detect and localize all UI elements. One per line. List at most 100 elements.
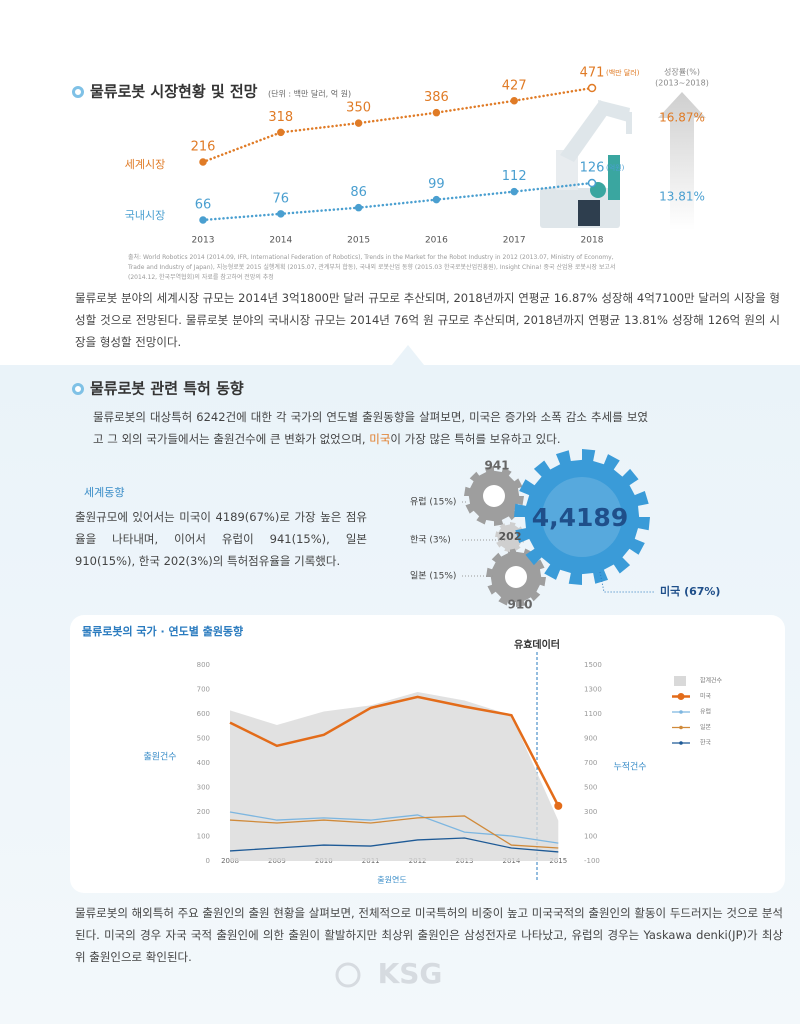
section-unit: (단위 : 백만 달러, 억 원) [268,89,351,99]
y2-tick-label: 1300 [584,686,602,694]
gear-value: 202 [499,530,522,543]
paragraph: 물류로봇 분야의 세계시장 규모는 2014년 3억1800만 달러 규모로 추… [75,291,780,349]
notch [392,345,424,365]
legend-swatch [677,693,685,700]
marker [354,203,363,212]
value-label: 126 [580,161,605,176]
y-tick-label: 800 [197,661,210,669]
value-label: 76 [273,191,290,206]
paragraph: 출원규모에 있어서는 미국이 4189(67%)로 가장 높은 점유율을 나타내… [75,510,367,568]
y2-tick-label: 900 [584,735,597,743]
growth-value: 13.81% [659,190,705,204]
legend-label: 유럽 [700,708,711,716]
y2-axis-title: 누적건수 [613,761,646,773]
gear-value: 910 [507,598,532,612]
legend-label: 일본 [700,723,712,731]
legend-label: 미국 [700,692,712,700]
logo: KSG [378,957,443,990]
text: 물류로봇의 대상특허 6242건에 대한 각 국가의 연도별 출원동향을 살펴보… [93,410,648,446]
gear [495,522,525,552]
legend-swatch [674,676,686,686]
gear-label: 미국 (67%) [660,584,720,598]
legend-swatch [679,741,683,745]
marker [199,216,207,224]
gear-value: 941 [484,459,509,473]
x-tick-label: 2018 [581,236,604,246]
bullet [72,86,84,98]
y2-tick-label: 500 [584,784,597,792]
line [201,181,594,222]
y-tick-label: 400 [197,759,210,767]
growth-arrow [658,92,706,230]
y-tick-label: 200 [197,808,210,816]
section-title: 물류로봇 관련 특허 동향 [90,380,244,398]
line [229,811,559,844]
legend-label: 한국 [700,740,712,747]
growth-title: 성장률(%) [664,67,700,77]
gear-value: 4,4189 [532,503,628,532]
paragraph: 물류로봇의 대상특허 6242건에 대한 각 국가의 연도별 출원동향을 살펴보… [93,406,648,450]
section-title: 물류로봇 시장현황 및 전망 [90,83,258,101]
x-tick-label: 2016 [425,236,448,246]
growth-value: 16.87% [659,111,705,125]
line [201,86,594,164]
y-tick-label: 100 [197,833,210,841]
marker [199,158,207,166]
growth-title: (2013~2018) [655,79,709,88]
chart-title: 물류로봇의 국가 · 연도별 출원동향 [82,624,243,638]
y-tick-label: 300 [197,784,210,792]
value-label: 86 [350,185,367,200]
line [229,837,559,853]
y2-tick-label: -100 [584,857,600,865]
line [229,695,560,807]
value-label: 99 [428,177,445,192]
marker [354,119,363,127]
value-label: 386 [424,90,449,105]
marker [510,187,518,196]
value-label: 66 [195,198,212,213]
y-axis-title: 출원건수 [143,752,176,763]
legend-label: 합계건수 [700,677,723,685]
y2-tick-label: 1500 [584,661,602,669]
marker [587,83,597,93]
gear-hub [505,566,527,588]
line [229,815,559,849]
value-label: 112 [502,169,527,184]
series-name: 국내시장 [125,209,165,222]
x-tick-label: 2014 [269,236,292,246]
marker [277,210,285,218]
marker [432,195,441,204]
y-tick-label: 0 [206,857,210,865]
value-label: 350 [346,101,371,116]
y2-tick-label: 100 [584,833,597,841]
marker [277,128,285,137]
unit-label: (백만 달러) [606,68,640,77]
x-tick-label: 2017 [503,236,526,246]
highlight: 미국 [369,432,391,446]
source: 출처: World Robotics 2014 (2014.09, IFR, I… [128,254,616,281]
leader [599,571,655,593]
marker [432,108,441,117]
legend-swatch [679,710,683,714]
value-label: 216 [191,140,216,155]
marker [554,801,563,810]
series-name: 세계시장 [125,158,165,171]
subheading: 세계동향 [84,486,124,499]
robot-illustration [540,100,632,228]
gear-label: 일본 (15%) [410,571,456,582]
annotation: 유효데이터 [514,638,560,651]
x-tick-label: 2015 [347,236,370,246]
y-tick-label: 500 [197,735,210,743]
y2-tick-label: 700 [584,759,597,767]
y-tick-label: 700 [197,686,210,694]
y2-tick-label: 300 [584,808,597,816]
x-tick-label: 2013 [192,236,215,246]
bullet [72,383,84,395]
value-label: 471 [580,66,605,81]
value-label: 427 [502,78,527,93]
paragraph: 물류로봇의 해외특허 주요 출원인의 출원 현황을 살펴보면, 전체적으로 미국… [75,906,783,964]
text: 이 가장 많은 특허를 보유하고 있다. [390,432,561,446]
gear-hub [483,485,505,507]
